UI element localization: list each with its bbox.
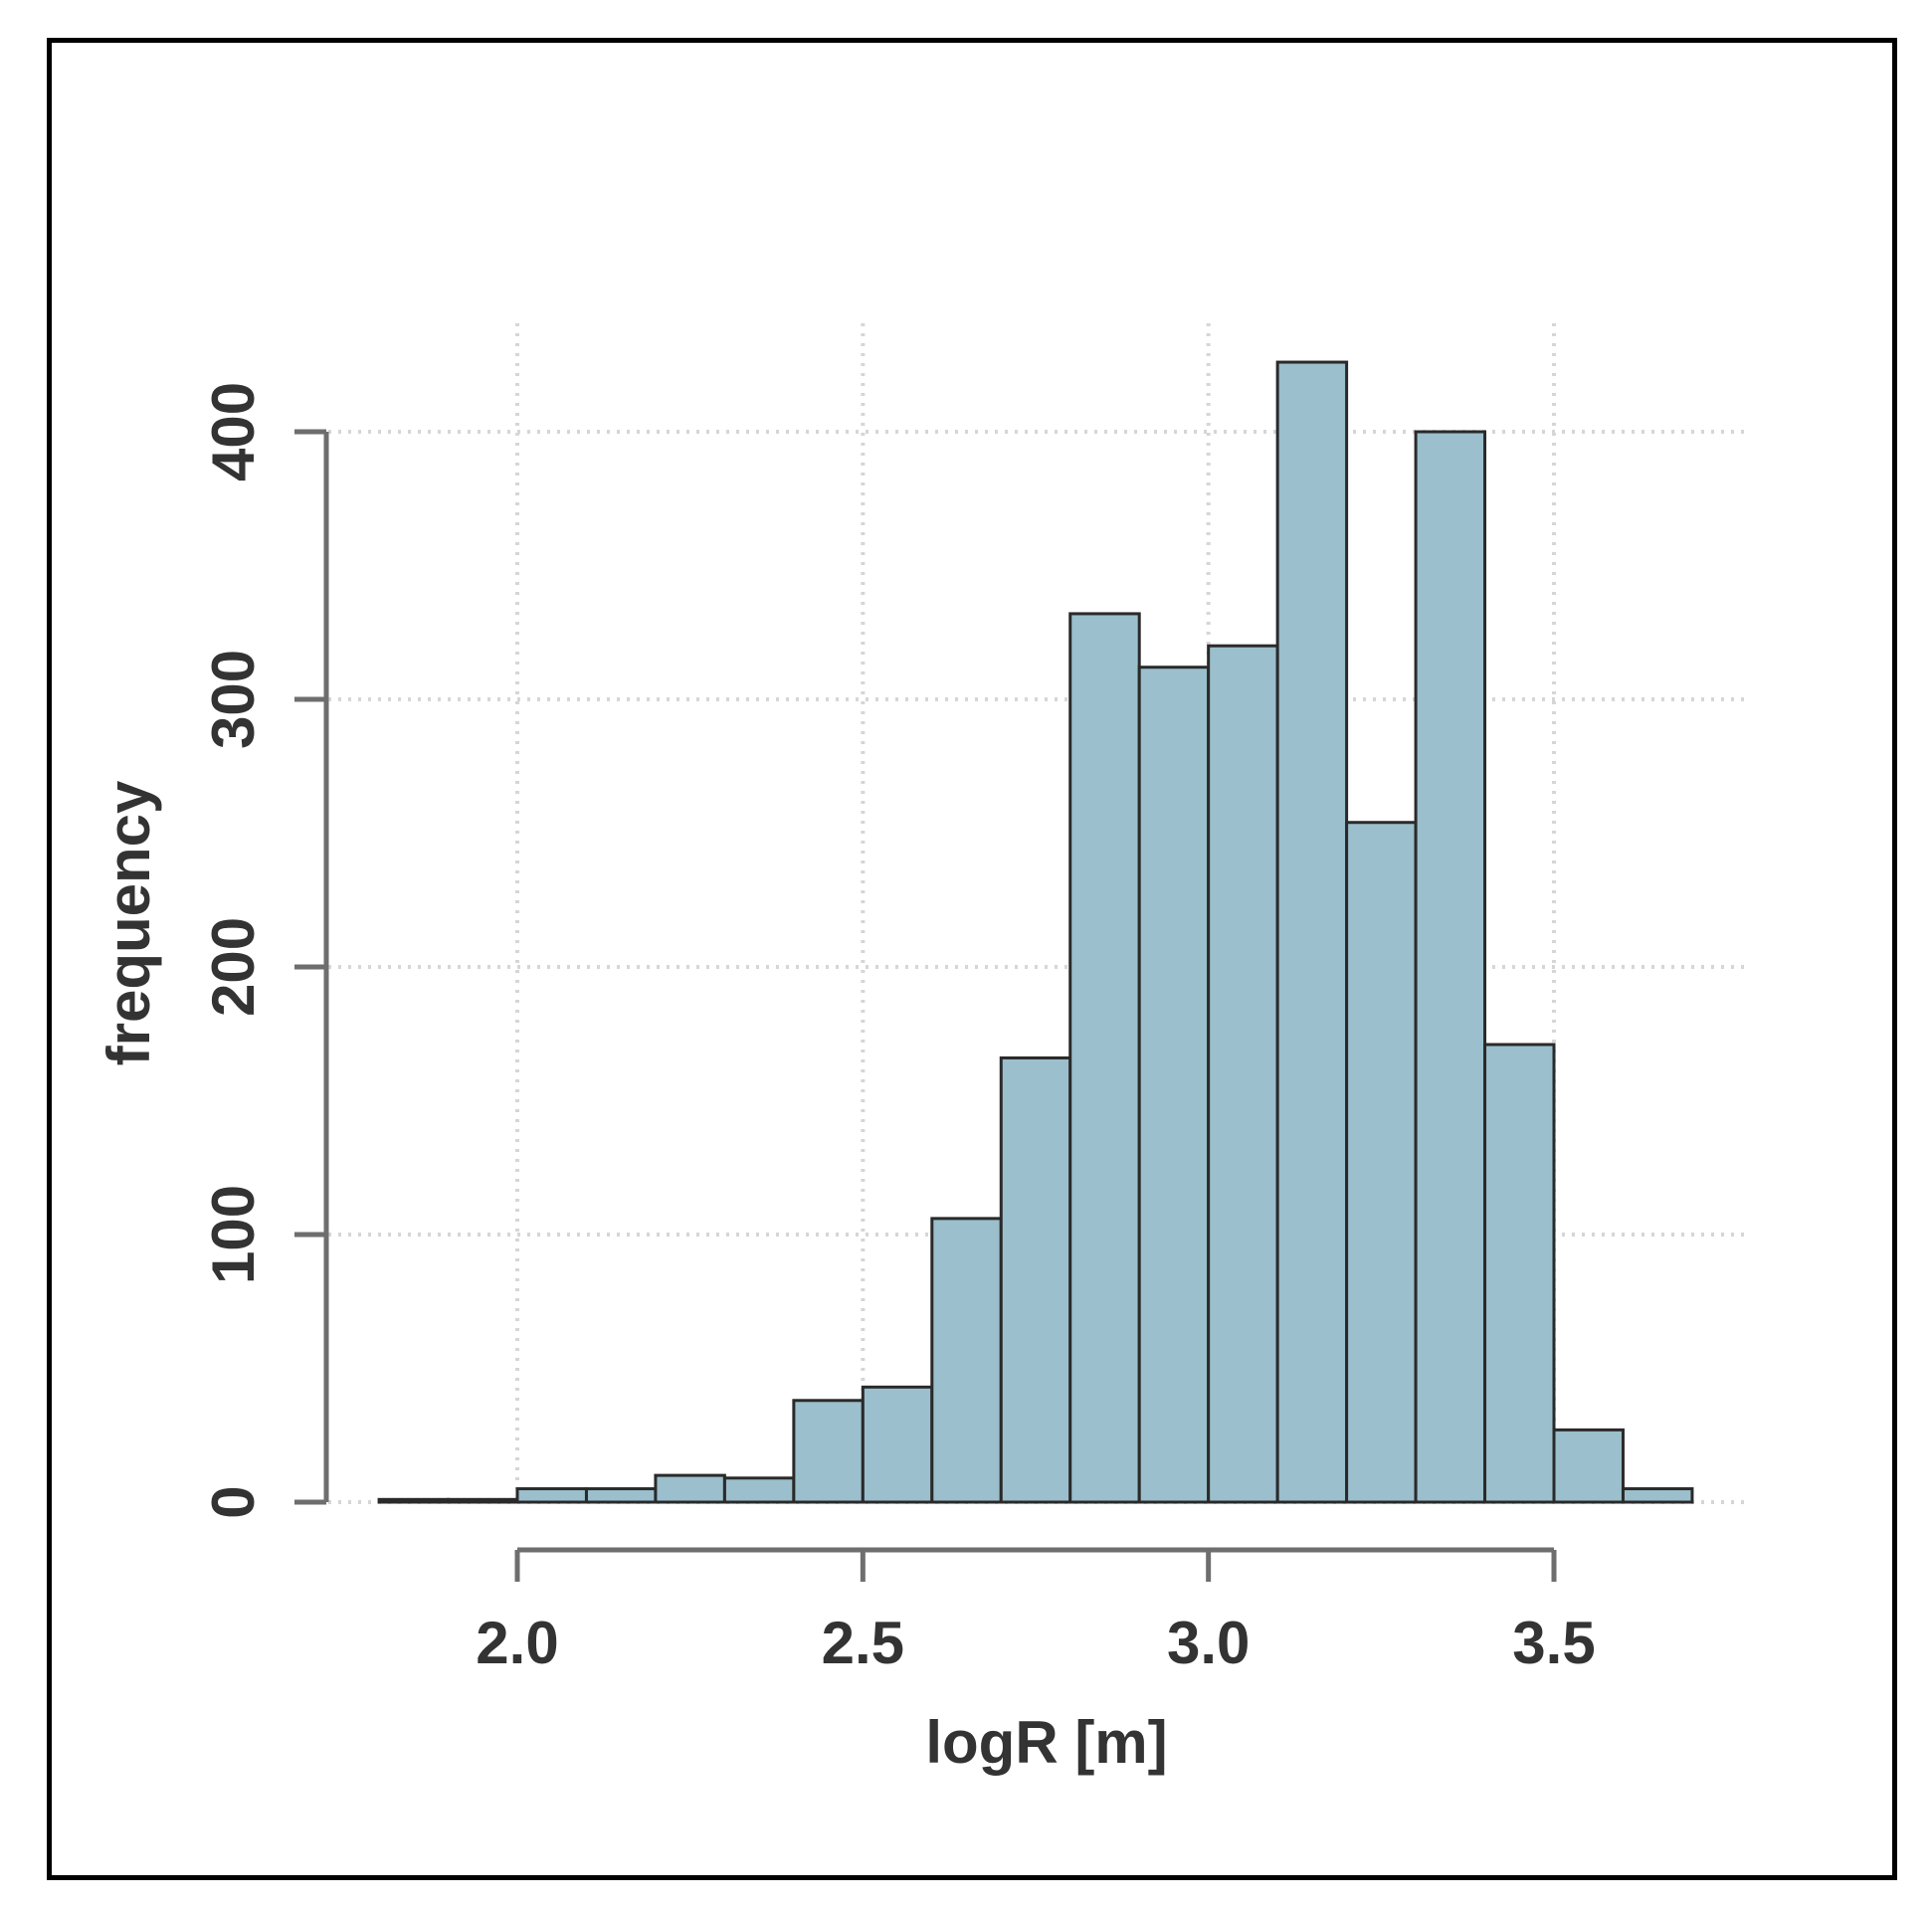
histogram-bar [377,1497,451,1504]
histogram-bar [1068,612,1141,1504]
y-tick-label: 200 [200,917,267,1017]
histogram-bar [1414,430,1487,1504]
x-tick-label: 3.0 [1167,1610,1250,1676]
x-tick-label: 3.5 [1512,1610,1595,1676]
histogram-bar [447,1497,519,1504]
histogram-bar [1345,821,1418,1504]
y-tick-label: 0 [200,1485,267,1518]
y-tick-label: 100 [200,1185,267,1284]
histogram-bar [1207,644,1279,1504]
histogram-bar [861,1385,934,1504]
histogram-bar [722,1476,796,1504]
x-tick-label: 2.5 [822,1610,904,1676]
histogram-bar [1552,1428,1625,1504]
histogram-bar [1483,1043,1556,1504]
figure-frame [47,38,1897,1880]
histogram-bar [654,1473,726,1504]
x-axis-title: logR [m] [925,1709,1167,1776]
histogram-bar [1275,360,1349,1504]
y-tick-label: 300 [200,650,267,749]
axis-layer [294,429,1557,1582]
histogram-bar [930,1217,1003,1504]
histogram-bar [584,1487,658,1504]
histogram-bar [1621,1487,1694,1504]
histogram-bar [1137,666,1211,1504]
x-tick-label: 2.0 [476,1610,558,1676]
histogram-bar [999,1055,1072,1504]
y-tick-label: 400 [200,382,267,481]
histogram-bar [515,1487,588,1504]
bar-layer [377,360,1694,1504]
label-layer: logR [m] frequency 0 100 200 300 400 2.0 2.5 3.… [96,382,1596,1776]
y-axis-title: frequency [96,780,162,1065]
histogram-bar [792,1399,865,1504]
